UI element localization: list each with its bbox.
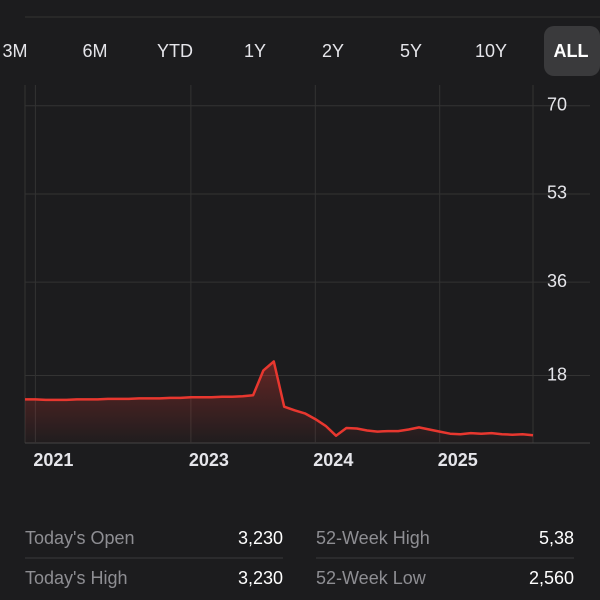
price-line [25, 360, 534, 437]
tab[interactable]: 3M [2, 41, 27, 61]
x-tick-label: 2021 [33, 450, 73, 470]
stat-value: 5,38 [539, 528, 574, 548]
y-tick-label: 70 [547, 95, 567, 115]
x-tick-label: 2024 [313, 450, 353, 470]
tab[interactable]: 2Y [322, 41, 344, 61]
tab[interactable]: YTD [157, 41, 193, 61]
tab[interactable]: ALL [554, 41, 589, 61]
stat-label: 52-Week High [316, 528, 430, 548]
y-tick-label: 36 [547, 271, 567, 291]
y-tick-label: 18 [547, 364, 567, 384]
tab[interactable]: 1Y [244, 41, 266, 61]
stat-label: 52-Week Low [316, 568, 427, 588]
stat-value: 2,560 [529, 568, 574, 588]
x-tick-label: 2023 [189, 450, 229, 470]
stat-value: 3,230 [238, 568, 283, 588]
tab-highlight [544, 26, 600, 76]
tab[interactable]: 5Y [400, 41, 422, 61]
tab[interactable]: 10Y [475, 41, 507, 61]
stat-label: Today's High [25, 568, 128, 588]
stat-value: 3,230 [238, 528, 283, 548]
tab[interactable]: 6M [82, 41, 107, 61]
stat-label: Today's Open [25, 528, 135, 548]
y-tick-label: 53 [547, 183, 567, 203]
x-tick-label: 2025 [438, 450, 478, 470]
area [25, 361, 533, 443]
